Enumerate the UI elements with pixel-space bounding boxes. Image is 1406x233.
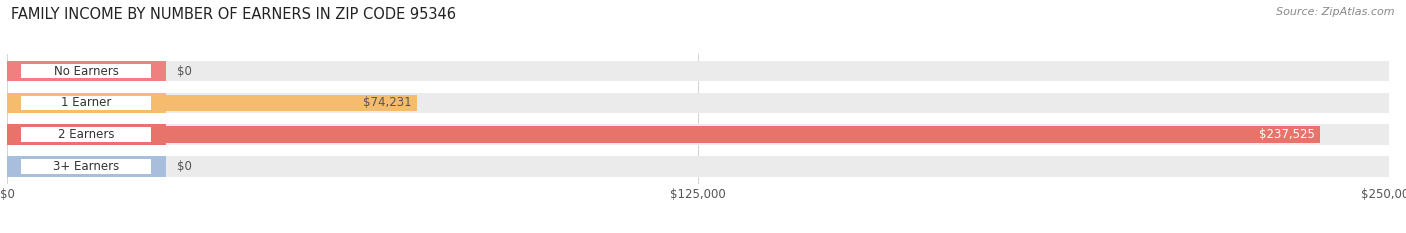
Text: FAMILY INCOME BY NUMBER OF EARNERS IN ZIP CODE 95346: FAMILY INCOME BY NUMBER OF EARNERS IN ZI… bbox=[11, 7, 457, 22]
Text: No Earners: No Earners bbox=[53, 65, 118, 78]
Text: $0: $0 bbox=[177, 65, 191, 78]
Bar bbox=[7, 156, 166, 177]
Bar bbox=[7, 156, 1389, 177]
Bar bbox=[21, 64, 152, 78]
Text: 1 Earner: 1 Earner bbox=[60, 96, 111, 110]
Bar bbox=[21, 127, 152, 142]
Bar bbox=[7, 124, 1389, 145]
Bar bbox=[7, 61, 1389, 82]
Text: $237,525: $237,525 bbox=[1258, 128, 1315, 141]
Text: 3+ Earners: 3+ Earners bbox=[53, 160, 120, 173]
Bar bbox=[21, 96, 152, 110]
Bar bbox=[7, 127, 1320, 143]
Bar bbox=[7, 95, 418, 111]
Bar bbox=[7, 124, 166, 145]
Text: Source: ZipAtlas.com: Source: ZipAtlas.com bbox=[1277, 7, 1395, 17]
Bar bbox=[21, 159, 152, 174]
Bar bbox=[7, 93, 1389, 113]
Text: $74,231: $74,231 bbox=[363, 96, 412, 110]
Bar bbox=[7, 93, 166, 113]
Bar bbox=[7, 61, 166, 82]
Text: 2 Earners: 2 Earners bbox=[58, 128, 114, 141]
Text: $0: $0 bbox=[177, 160, 191, 173]
